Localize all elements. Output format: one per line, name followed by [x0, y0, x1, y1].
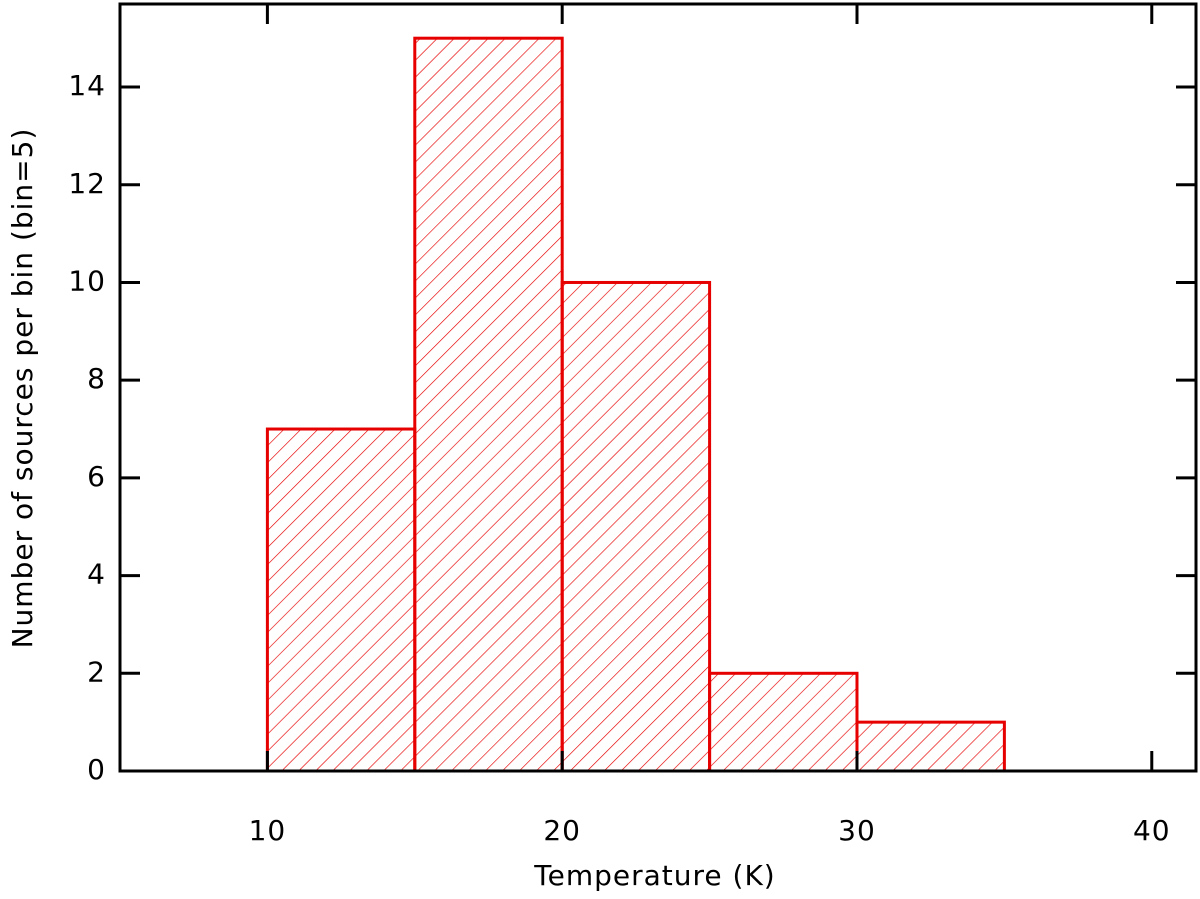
bar [708, 671, 859, 773]
x-tick-label: 20 [543, 814, 581, 847]
axes-frame [118, 2, 1198, 773]
bar [560, 280, 712, 773]
y-tick-label: 10 [68, 264, 106, 297]
plot-area [265, 36, 1006, 773]
y-tick-label: 12 [68, 167, 106, 200]
x-tick-label: 10 [249, 814, 287, 847]
y-axis-label: Number of sources per bin (bin=5) [6, 128, 39, 649]
x-axis-label: Temperature (K) [533, 859, 775, 892]
y-tick-label: 0 [87, 753, 106, 786]
y-tick-label: 8 [87, 362, 106, 395]
y-tick-label: 6 [87, 460, 106, 493]
y-tick-label: 2 [87, 655, 106, 688]
bar [855, 720, 1006, 773]
bar [265, 427, 417, 773]
x-tick-label: 40 [1133, 814, 1171, 847]
y-tick-label: 4 [87, 558, 106, 591]
y-tick-label: 14 [68, 69, 106, 102]
bar [413, 36, 564, 773]
x-tick-label: 30 [838, 814, 876, 847]
